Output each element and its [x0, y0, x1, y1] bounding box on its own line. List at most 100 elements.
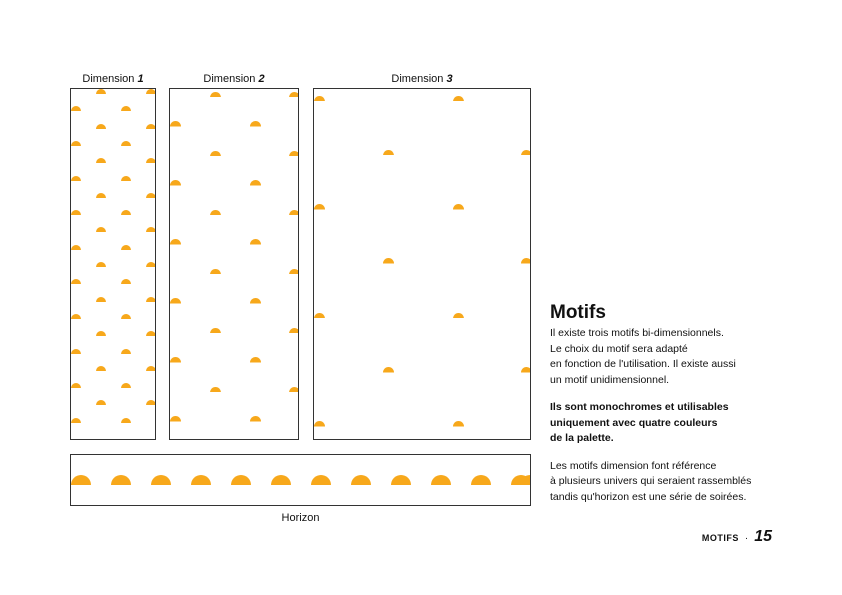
half-circle-motif	[382, 149, 394, 156]
half-circle-motif	[121, 106, 131, 112]
half-circle-motif	[314, 204, 325, 210]
half-circle-motif	[249, 121, 261, 127]
half-circle-motif	[121, 210, 131, 216]
half-circle-motif	[452, 95, 464, 101]
page-footer: MOTIFS · 15	[702, 528, 772, 546]
dimension-3-pattern	[313, 88, 531, 440]
dimension-3-label: Dimension 3	[391, 73, 453, 85]
half-circle-motif	[71, 175, 81, 181]
half-circle-motif	[391, 475, 411, 485]
half-circle-motif	[471, 475, 491, 485]
dimension-1-pattern	[70, 88, 156, 440]
half-circle-motif	[96, 262, 106, 267]
dimension-2-pattern	[169, 88, 299, 440]
emphasis-paragraph: Ils sont monochromes et utilisables uniq…	[550, 401, 729, 444]
half-circle-motif	[191, 475, 211, 485]
half-circle-motif	[146, 158, 155, 164]
footer-section-name: MOTIFS	[701, 533, 739, 543]
half-circle-motif	[71, 417, 81, 423]
half-circle-motif	[71, 210, 81, 216]
half-circle-motif	[231, 475, 251, 485]
half-circle-motif	[314, 95, 325, 101]
half-circle-motif	[71, 279, 81, 285]
half-circle-motif	[209, 150, 221, 156]
half-circle-motif	[71, 140, 81, 146]
horizon-label: Horizon	[281, 512, 320, 524]
horizon-pattern	[70, 454, 531, 506]
half-circle-motif	[520, 149, 530, 156]
half-circle-motif	[249, 357, 261, 363]
half-circle-motif	[431, 475, 451, 485]
half-circle-motif	[249, 239, 261, 245]
half-circle-motif	[249, 180, 261, 186]
reference-paragraph: Les motifs dimension font référence à pl…	[550, 459, 752, 503]
intro-paragraph: Il existe trois motifs bi-dimensionnels.…	[550, 327, 736, 386]
half-circle-motif	[146, 262, 155, 267]
half-circle-motif	[71, 313, 81, 319]
half-circle-motif	[146, 123, 155, 129]
half-circle-motif	[314, 421, 325, 427]
half-circle-motif	[452, 421, 464, 427]
half-circle-motif	[96, 365, 106, 371]
motifs-description: Motifs Il existe trois motifs bi-dimensi…	[550, 302, 790, 505]
half-circle-motif	[249, 298, 261, 304]
half-circle-motif	[288, 327, 298, 333]
footer-separator: ·	[744, 533, 749, 544]
half-circle-motif	[452, 312, 464, 319]
half-circle-motif	[96, 400, 106, 406]
half-circle-motif	[170, 180, 181, 186]
half-circle-motif	[71, 348, 81, 354]
half-circle-motif	[170, 121, 181, 127]
half-circle-motif	[209, 91, 221, 97]
half-circle-motif	[121, 383, 131, 389]
half-circle-motif	[170, 416, 181, 422]
half-circle-motif	[249, 416, 261, 422]
half-circle-motif	[146, 365, 155, 371]
half-circle-motif	[71, 244, 81, 250]
half-circle-motif	[382, 258, 394, 264]
half-circle-motif	[71, 106, 81, 112]
half-circle-motif	[520, 258, 530, 264]
page-title: Motifs	[550, 302, 606, 323]
dimension-2-label: Dimension 2	[203, 73, 265, 85]
half-circle-motif	[146, 227, 155, 233]
half-circle-motif	[121, 417, 131, 423]
half-circle-motif	[209, 268, 221, 274]
half-circle-motif	[96, 227, 106, 233]
half-circle-motif	[170, 357, 181, 363]
half-circle-motif	[170, 239, 181, 245]
half-circle-motif	[520, 475, 530, 485]
half-circle-motif	[382, 367, 394, 373]
half-circle-motif	[146, 400, 155, 406]
half-circle-motif	[111, 475, 131, 485]
half-circle-motif	[146, 192, 155, 198]
half-circle-motif	[209, 386, 221, 392]
half-circle-motif	[96, 296, 106, 302]
half-circle-motif	[96, 331, 106, 337]
half-circle-motif	[71, 475, 91, 485]
half-circle-motif	[121, 244, 131, 250]
half-circle-motif	[209, 209, 221, 215]
half-circle-motif	[121, 313, 131, 319]
half-circle-motif	[96, 123, 106, 129]
half-circle-motif	[351, 475, 371, 485]
half-circle-motif	[121, 279, 131, 285]
half-circle-motif	[146, 331, 155, 337]
half-circle-motif	[121, 348, 131, 354]
half-circle-motif	[146, 296, 155, 302]
half-circle-motif	[452, 204, 464, 210]
half-circle-motif	[170, 298, 181, 304]
half-circle-motif	[314, 312, 325, 319]
half-circle-motif	[96, 192, 106, 198]
half-circle-motif	[71, 383, 81, 389]
half-circle-motif	[121, 175, 131, 181]
half-circle-motif	[271, 475, 291, 485]
dimension-1-label: Dimension 1	[82, 73, 144, 85]
half-circle-motif	[288, 268, 298, 274]
half-circle-motif	[121, 140, 131, 146]
half-circle-motif	[96, 158, 106, 164]
half-circle-motif	[96, 89, 106, 94]
half-circle-motif	[209, 327, 221, 333]
half-circle-motif	[151, 475, 171, 485]
half-circle-motif	[520, 367, 530, 373]
